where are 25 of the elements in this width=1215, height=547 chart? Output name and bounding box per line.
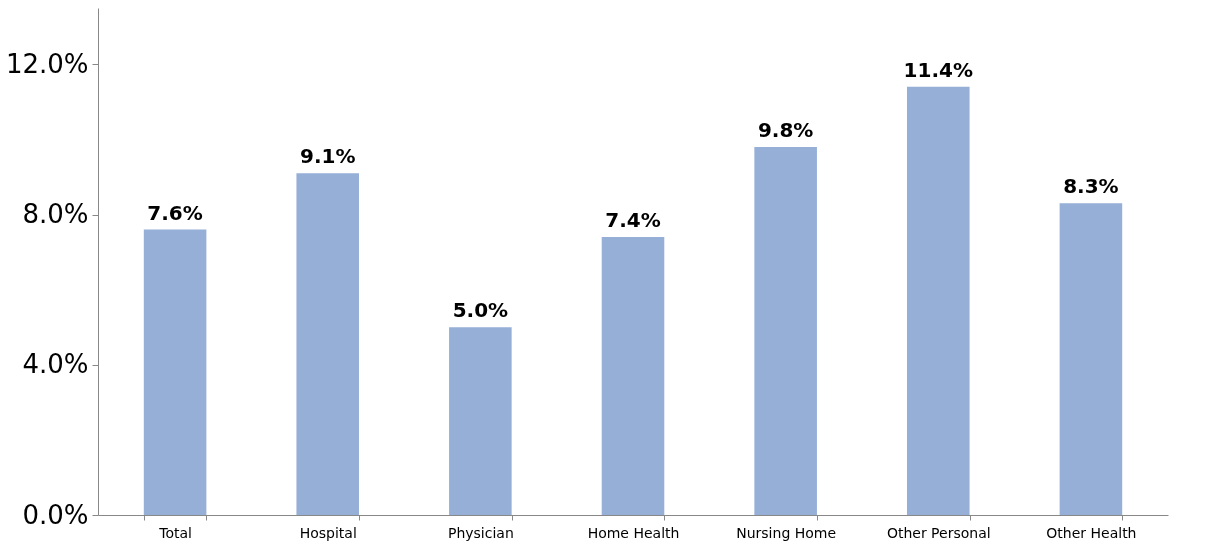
x-tick-label: Other Health bbox=[1046, 524, 1137, 541]
x-tick-label: Hospital bbox=[299, 524, 357, 541]
bar bbox=[296, 173, 360, 515]
x-tick-label: Other Personal bbox=[886, 524, 991, 541]
bar bbox=[906, 86, 970, 515]
y-tick-label: 4.0% bbox=[22, 349, 89, 380]
data-label: 7.4% bbox=[605, 208, 661, 233]
x-tick-label: Physician bbox=[447, 524, 514, 541]
x-tick-label: Nursing Home bbox=[736, 524, 837, 541]
x-tick-label: Home Health bbox=[587, 524, 680, 541]
bar bbox=[754, 146, 817, 515]
data-label: 9.1% bbox=[299, 144, 356, 169]
bar bbox=[601, 237, 665, 515]
data-label: 7.6% bbox=[147, 200, 203, 225]
y-tick-label: 8.0% bbox=[22, 199, 89, 230]
bar bbox=[449, 327, 512, 515]
bar bbox=[143, 229, 207, 515]
data-label: 9.8% bbox=[757, 117, 814, 142]
y-tick-label: 12.0% bbox=[5, 48, 89, 79]
y-tick-label: 0.0% bbox=[22, 499, 89, 530]
data-label: 8.3% bbox=[1063, 174, 1119, 199]
x-tick-label: Total bbox=[158, 524, 192, 541]
bar bbox=[1059, 203, 1123, 515]
data-label: 11.4% bbox=[903, 57, 973, 82]
data-label: 5.0% bbox=[452, 298, 509, 323]
